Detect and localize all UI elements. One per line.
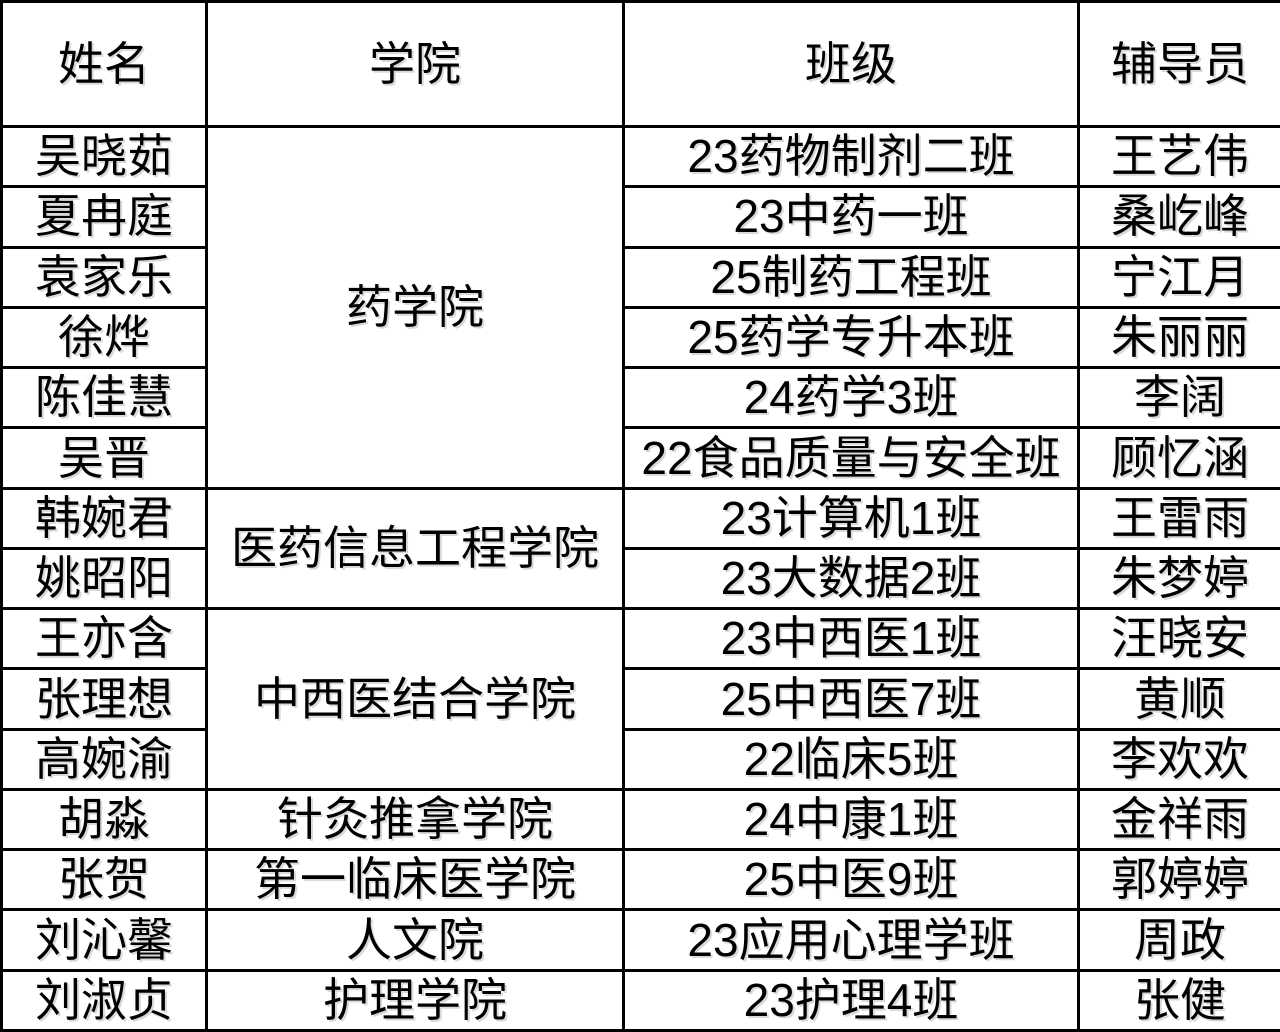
table-row: 胡淼 针灸推拿学院 24中康1班 金祥雨: [0, 787, 1280, 852]
college-cell: 护理学院: [205, 968, 625, 1032]
name-cell: 吴晋: [0, 426, 208, 490]
college-cell: 第一临床医学院: [205, 848, 625, 912]
counselor-cell: 郭婷婷: [1077, 848, 1280, 912]
column-header-name: 姓名: [0, 0, 208, 128]
table-row: 张理想 25中西医7班 黄顺: [0, 667, 1280, 731]
name-cell: 刘沁馨: [0, 908, 208, 972]
counselor-cell: 王艺伟: [1077, 124, 1280, 189]
table-row: 吴晓茹 药学院 23药物制剂二班 王艺伟: [0, 124, 1280, 490]
class-cell: 23中西医1班: [622, 607, 1080, 671]
table-row: 陈佳慧 24药学3班 李阔: [0, 366, 1280, 430]
class-cell: 25中西医7班: [622, 667, 1080, 731]
class-cell: 23应用心理学班: [622, 908, 1080, 972]
counselor-cell: 黄顺: [1077, 667, 1280, 731]
table-row: 韩婉君 医药信息工程学院 23计算机1班 王雷雨: [0, 486, 1280, 611]
class-cell: 22食品质量与安全班: [622, 426, 1080, 490]
class-cell: 24药学3班: [622, 366, 1080, 430]
college-cell: 人文院: [205, 908, 625, 972]
name-cell: 张理想: [0, 667, 208, 731]
counselor-cell: 桑屹峰: [1077, 185, 1280, 249]
college-cell: 针灸推拿学院: [205, 787, 625, 852]
name-cell: 胡淼: [0, 787, 208, 852]
class-cell: 23中药一班: [622, 185, 1080, 249]
class-cell: 23药物制剂二班: [622, 124, 1080, 189]
table-row: 王亦含 中西医结合学院 23中西医1班 汪晓安: [0, 607, 1280, 791]
table-row: 夏冉庭 23中药一班 桑屹峰: [0, 185, 1280, 249]
name-cell: 张贺: [0, 848, 208, 912]
counselor-cell: 宁江月: [1077, 245, 1280, 309]
name-cell: 吴晓茹: [0, 124, 208, 189]
name-cell: 韩婉君: [0, 486, 208, 550]
class-cell: 23大数据2班: [622, 546, 1080, 611]
class-cell: 25药学专升本班: [622, 305, 1080, 370]
column-header-class: 班级: [622, 0, 1080, 128]
counselor-cell: 金祥雨: [1077, 787, 1280, 852]
table-row: 徐烨 25药学专升本班 朱丽丽: [0, 305, 1280, 370]
counselor-cell: 汪晓安: [1077, 607, 1280, 671]
table-row: 刘沁馨 人文院 23应用心理学班 周政: [0, 908, 1280, 972]
college-cell: 医药信息工程学院: [205, 486, 625, 611]
table-row: 袁家乐 25制药工程班 宁江月: [0, 245, 1280, 309]
counselor-cell: 朱丽丽: [1077, 305, 1280, 370]
table-row: 吴晋 22食品质量与安全班 顾忆涵: [0, 426, 1280, 490]
class-cell: 23计算机1班: [622, 486, 1080, 550]
name-cell: 徐烨: [0, 305, 208, 370]
counselor-cell: 王雷雨: [1077, 486, 1280, 550]
name-cell: 袁家乐: [0, 245, 208, 309]
college-cell: 药学院: [205, 125, 625, 490]
name-cell: 高婉渝: [0, 727, 208, 791]
table-header-row: 姓名 学院 班级 辅导员: [0, 0, 1280, 128]
table-row: 张贺 第一临床医学院 25中医9班 郭婷婷: [0, 848, 1280, 912]
class-cell: 25中医9班: [622, 848, 1080, 912]
table-row: 姚昭阳 23大数据2班 朱梦婷: [0, 546, 1280, 611]
counselor-cell: 张健: [1077, 968, 1280, 1032]
class-cell: 22临床5班: [622, 727, 1080, 791]
counselor-cell: 朱梦婷: [1077, 546, 1280, 611]
name-cell: 姚昭阳: [0, 546, 208, 611]
counselor-cell: 顾忆涵: [1077, 426, 1280, 490]
class-cell: 24中康1班: [622, 787, 1080, 852]
name-cell: 王亦含: [0, 607, 208, 671]
class-cell: 25制药工程班: [622, 245, 1080, 309]
column-header-college: 学院: [205, 0, 625, 128]
name-cell: 刘淑贞: [0, 968, 208, 1032]
name-cell: 夏冉庭: [0, 185, 208, 249]
name-cell: 陈佳慧: [0, 366, 208, 430]
column-header-counselor: 辅导员: [1077, 0, 1280, 128]
table-row: 高婉渝 22临床5班 李欢欢: [0, 727, 1280, 791]
class-cell: 23护理4班: [622, 968, 1080, 1032]
counselor-cell: 李欢欢: [1077, 727, 1280, 791]
table-row: 刘淑贞 护理学院 23护理4班 张健: [0, 968, 1280, 1032]
counselor-cell: 李阔: [1077, 366, 1280, 430]
college-cell: 中西医结合学院: [205, 607, 625, 791]
counselor-cell: 周政: [1077, 908, 1280, 972]
